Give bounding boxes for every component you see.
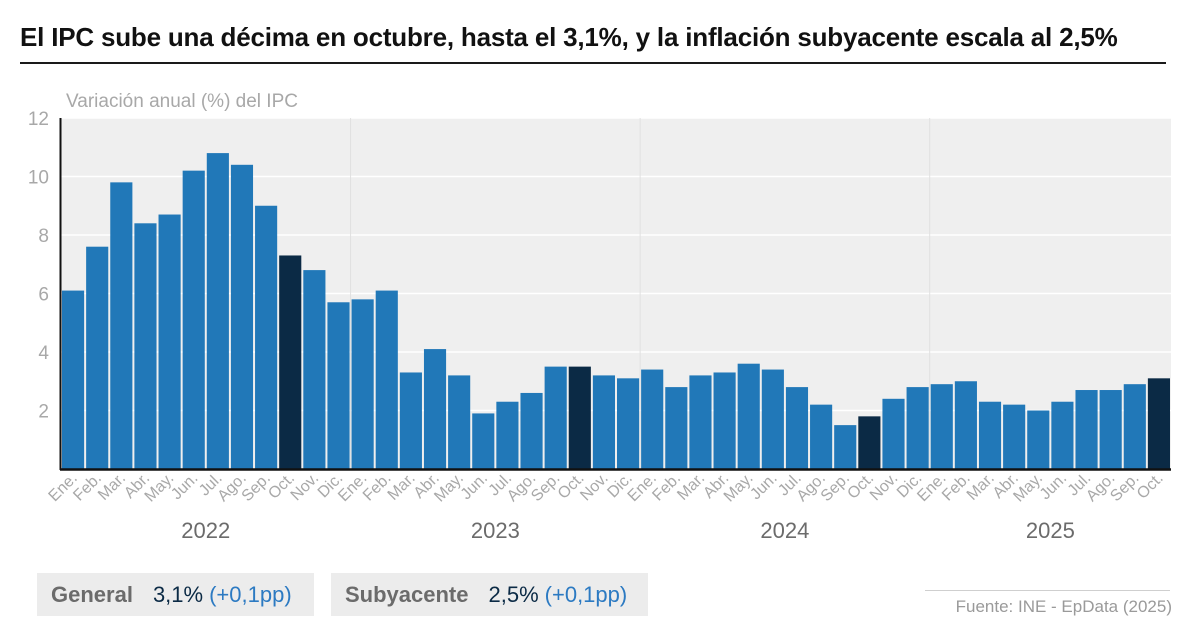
y-axis-title: Variación anual (%) del IPC [66, 91, 298, 112]
x-tick-labels: Ene.Feb.Mar.Abr.May.Jun.Jul.Ago.Sep.Oct.… [46, 470, 1167, 506]
chart-title: El IPC sube una décima en octubre, hasta… [20, 22, 1118, 52]
bar [327, 302, 350, 469]
bar [520, 392, 543, 469]
bar [761, 369, 784, 469]
legend-general: General 3,1% (+0,1pp) [37, 573, 314, 616]
bar [592, 375, 615, 469]
bar [1147, 378, 1170, 469]
bar [544, 366, 567, 469]
bar [62, 290, 85, 469]
bar [448, 375, 471, 469]
bar [1123, 384, 1146, 469]
year-label: 2022 [181, 518, 230, 543]
bar [303, 270, 326, 469]
bar [496, 401, 519, 469]
y-tick-label: 8 [38, 226, 49, 247]
bar-chart: 2 4 6 8 10 12 Ene.Feb.Mar.Abr.May.Jun.Jul.Ago… [28, 91, 1171, 543]
bar [375, 290, 398, 469]
legend-subyacente: Subyacente 2,5% (+0,1pp) [331, 573, 648, 616]
bar [1099, 390, 1122, 469]
bar [858, 416, 881, 469]
y-tick-labels: 2 4 6 8 10 12 [28, 109, 50, 423]
legend-general-label: General [51, 582, 133, 607]
y-tick-label: 10 [28, 168, 49, 189]
bar [1003, 404, 1026, 469]
source-rule [925, 590, 1170, 591]
bar [255, 205, 278, 469]
y-tick-label: 6 [38, 285, 49, 306]
bar [737, 363, 760, 469]
bar [230, 164, 254, 470]
bar [954, 381, 977, 469]
year-label: 2023 [471, 518, 520, 543]
bar [665, 387, 688, 469]
bar [1027, 410, 1050, 469]
bar [785, 387, 809, 469]
legend-subyacente-label: Subyacente [345, 582, 469, 607]
legend-subyacente-value: 2,5% [488, 582, 539, 607]
bar [182, 170, 205, 469]
bar [472, 413, 495, 469]
bar [810, 404, 833, 469]
bar [978, 401, 1002, 469]
bar [906, 387, 929, 469]
year-labels: 2022 2023 2024 2025 [181, 518, 1075, 543]
bar [279, 255, 302, 469]
bar [641, 369, 664, 469]
bar [206, 153, 229, 469]
bar [1051, 401, 1074, 469]
y-tick-label: 12 [28, 109, 49, 130]
year-label: 2024 [760, 518, 809, 543]
bar [617, 378, 640, 469]
bar [351, 299, 374, 469]
bar [713, 372, 736, 469]
bar [1075, 390, 1098, 469]
bar [834, 425, 857, 469]
year-label: 2025 [1026, 518, 1075, 543]
legend-subyacente-change: (+0,1pp) [544, 582, 628, 607]
bar [568, 366, 591, 469]
y-tick-label: 2 [38, 402, 49, 423]
bar [882, 398, 905, 469]
bar [399, 372, 422, 469]
legend-general-change: (+0,1pp) [209, 582, 292, 607]
legend-general-value: 3,1% [152, 582, 204, 607]
bar [86, 246, 109, 469]
title-rule [20, 62, 1166, 64]
bars [62, 153, 1170, 470]
bar [110, 182, 133, 469]
source-text: Fuente: INE - EpData (2025) [955, 597, 1172, 616]
y-tick-label: 4 [38, 343, 49, 364]
bar [689, 375, 712, 469]
bar [930, 384, 953, 469]
bar [158, 214, 181, 469]
bar [134, 223, 157, 469]
bar [423, 349, 447, 469]
x-tick-label: Oct. [1134, 470, 1167, 503]
